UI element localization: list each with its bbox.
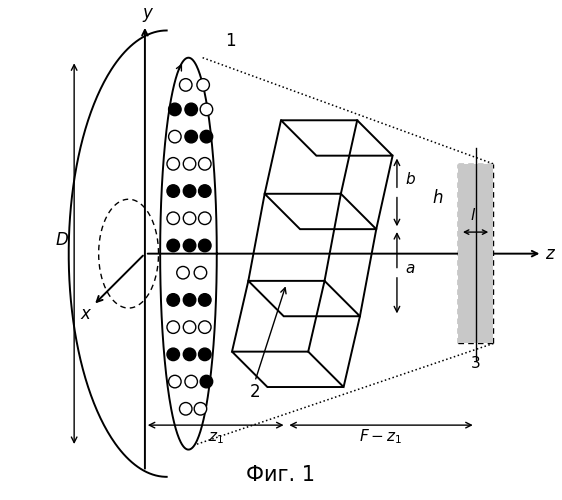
Text: $l$: $l$ <box>470 207 476 223</box>
Circle shape <box>169 130 181 143</box>
Circle shape <box>167 348 179 360</box>
Circle shape <box>169 103 181 116</box>
Circle shape <box>167 185 179 198</box>
Text: y: y <box>143 4 152 22</box>
Circle shape <box>183 212 196 224</box>
Circle shape <box>197 78 210 91</box>
Text: 3: 3 <box>471 356 481 371</box>
Text: D: D <box>56 232 69 250</box>
Circle shape <box>167 158 179 170</box>
Circle shape <box>198 212 211 224</box>
Circle shape <box>169 376 181 388</box>
Circle shape <box>183 239 196 252</box>
Circle shape <box>183 321 196 334</box>
Circle shape <box>183 158 196 170</box>
Circle shape <box>185 376 197 388</box>
Text: $z_1$: $z_1$ <box>208 430 224 446</box>
Circle shape <box>200 376 212 388</box>
Circle shape <box>167 321 179 334</box>
Text: x: x <box>80 304 90 322</box>
Text: 2: 2 <box>250 383 260 401</box>
Circle shape <box>183 185 196 198</box>
Text: z: z <box>545 244 554 262</box>
Circle shape <box>198 321 211 334</box>
Circle shape <box>198 348 211 360</box>
Circle shape <box>179 402 192 415</box>
Circle shape <box>198 294 211 306</box>
Circle shape <box>179 78 192 91</box>
Circle shape <box>183 294 196 306</box>
Circle shape <box>200 130 212 143</box>
Circle shape <box>198 185 211 198</box>
Circle shape <box>167 212 179 224</box>
Circle shape <box>198 158 211 170</box>
Circle shape <box>167 294 179 306</box>
Circle shape <box>194 402 207 415</box>
Text: h: h <box>432 190 443 208</box>
Text: b: b <box>405 172 415 187</box>
Text: $F-z_1$: $F-z_1$ <box>360 428 402 446</box>
Text: a: a <box>405 260 415 276</box>
Circle shape <box>198 239 211 252</box>
Circle shape <box>194 266 207 279</box>
Circle shape <box>167 239 179 252</box>
Circle shape <box>185 103 197 116</box>
Text: 1: 1 <box>225 32 235 50</box>
Circle shape <box>177 266 189 279</box>
Circle shape <box>185 130 197 143</box>
Circle shape <box>183 348 196 360</box>
Text: Фиг. 1: Фиг. 1 <box>247 465 315 485</box>
Circle shape <box>200 103 212 116</box>
Bar <box>458 164 493 344</box>
